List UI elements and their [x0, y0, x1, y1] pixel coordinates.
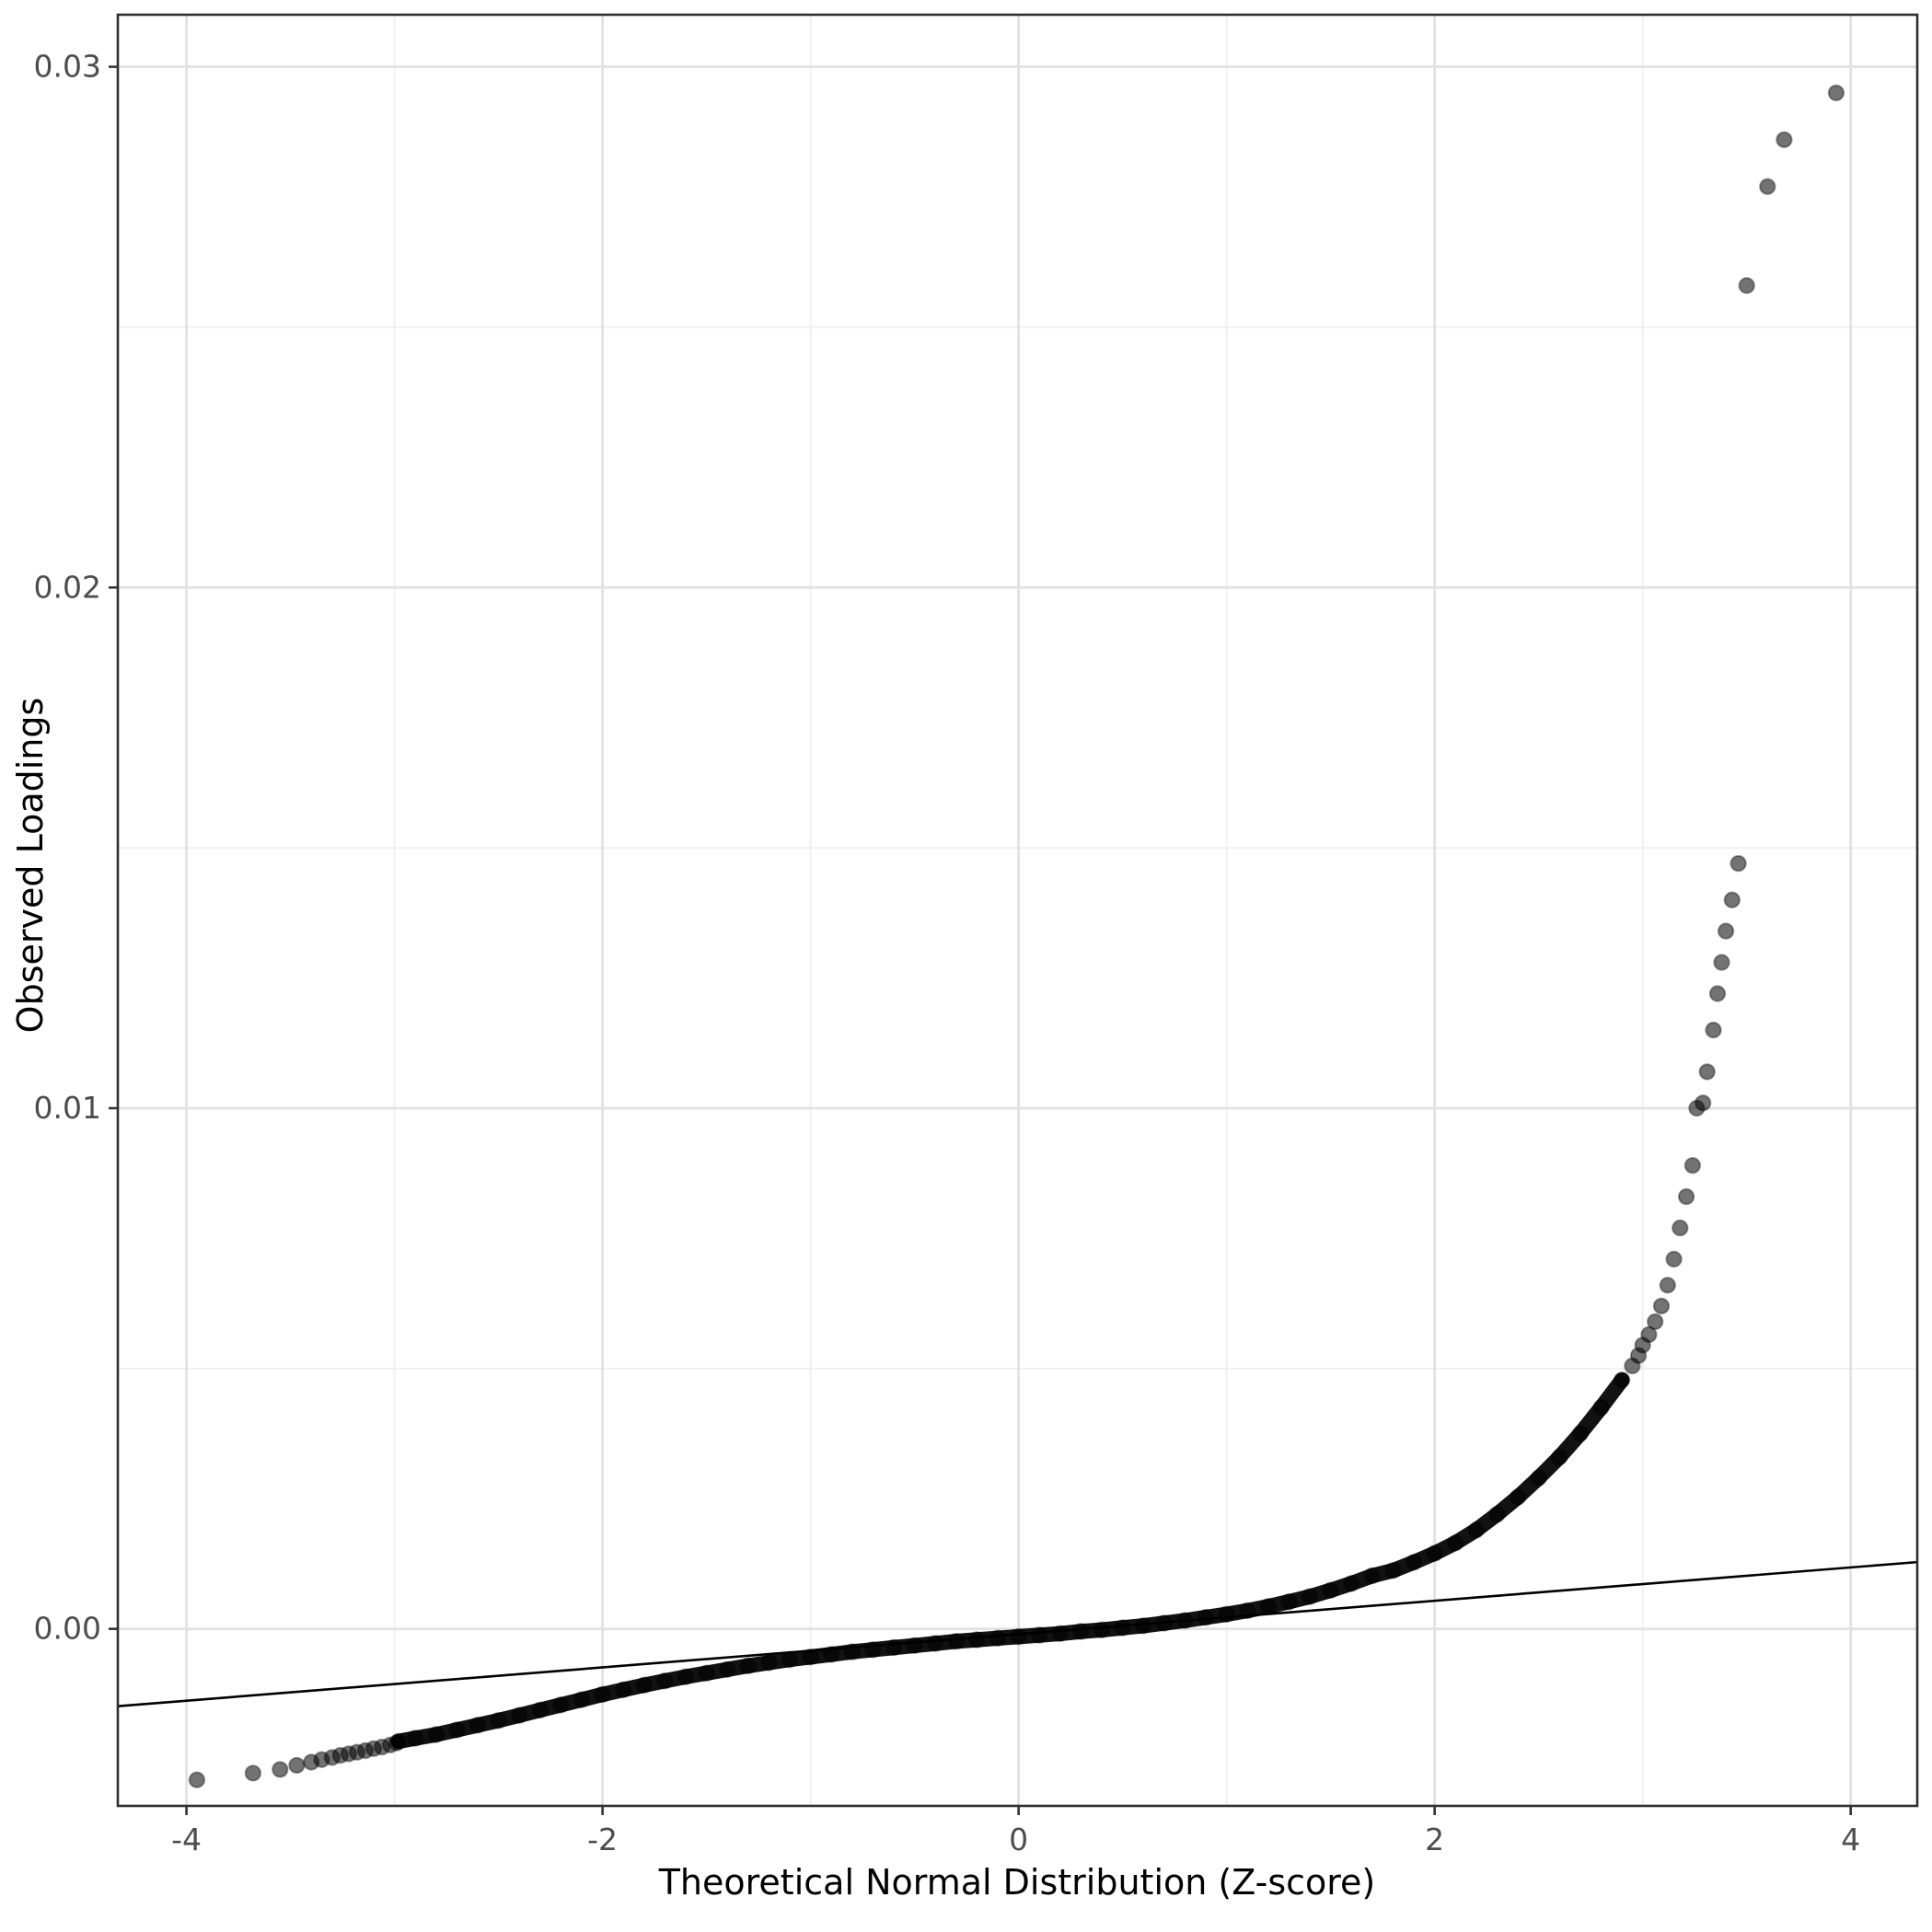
x-tick-label: 4 [1841, 1822, 1860, 1857]
y-tick-label: 0.00 [34, 1611, 101, 1647]
data-point [927, 1635, 944, 1652]
data-point [698, 1664, 715, 1682]
data-point [1776, 131, 1793, 149]
data-point [1640, 1325, 1658, 1344]
data-point [490, 1712, 507, 1730]
x-tick-label: 2 [1425, 1822, 1444, 1857]
data-point [1280, 1593, 1298, 1611]
points-layer [188, 84, 1845, 1788]
data-point [573, 1691, 591, 1708]
data-point [388, 1734, 406, 1752]
data-point [1647, 1313, 1664, 1331]
gridlines-layer [118, 15, 1917, 1806]
data-point [823, 1646, 840, 1663]
data-point [1405, 1554, 1423, 1571]
data-point [1426, 1544, 1443, 1562]
data-point [288, 1756, 306, 1775]
y-axis-title: Observed Loadings [10, 698, 51, 1034]
data-point [1613, 1371, 1631, 1389]
data-point [531, 1701, 549, 1719]
data-point [906, 1637, 923, 1655]
data-point [1467, 1521, 1486, 1539]
x-tick-label: -2 [587, 1822, 618, 1857]
data-point [1447, 1534, 1464, 1552]
data-point [1259, 1598, 1278, 1615]
data-point [781, 1650, 799, 1669]
data-point [1677, 1187, 1695, 1206]
data-point [615, 1681, 632, 1699]
data-point [1705, 1021, 1722, 1039]
y-tick-label: 0.02 [34, 569, 101, 605]
data-point [1723, 891, 1741, 908]
data-point [719, 1660, 736, 1679]
data-point [1672, 1219, 1689, 1237]
data-point [1571, 1425, 1590, 1442]
data-point [1713, 954, 1730, 971]
data-point [1218, 1605, 1235, 1624]
data-point [1322, 1581, 1339, 1600]
data-point [1717, 922, 1735, 940]
data-point [1031, 1626, 1048, 1644]
data-point [1708, 985, 1727, 1002]
qq-reference-line [117, 1560, 1918, 1707]
data-point [448, 1721, 466, 1739]
data-point [1301, 1588, 1319, 1605]
data-point [1738, 277, 1755, 295]
y-tick-label: 0.01 [34, 1090, 101, 1126]
data-point [1698, 1063, 1716, 1081]
data-point [552, 1696, 570, 1714]
data-point [1384, 1562, 1402, 1579]
data-point [1051, 1625, 1070, 1643]
data-point [1135, 1617, 1152, 1635]
data-point [1652, 1297, 1671, 1315]
data-point [1683, 1157, 1702, 1174]
data-point [947, 1633, 966, 1650]
x-tick-label: -4 [171, 1822, 202, 1857]
data-point [656, 1672, 674, 1690]
data-point [1114, 1619, 1131, 1637]
data-point [1197, 1609, 1215, 1626]
data-point [1695, 1094, 1712, 1112]
data-point [469, 1717, 487, 1734]
reference-line-layer [117, 1560, 1918, 1707]
data-point [1530, 1469, 1547, 1487]
data-point [1010, 1627, 1027, 1646]
data-point [885, 1638, 903, 1657]
data-point [244, 1764, 262, 1782]
data-point [1659, 1277, 1677, 1294]
data-point [635, 1676, 653, 1695]
y-tick-label: 0.03 [34, 49, 101, 85]
data-point [1730, 854, 1747, 873]
data-point [1072, 1623, 1090, 1640]
data-point [739, 1657, 757, 1675]
data-point [1509, 1488, 1527, 1506]
data-point [1551, 1448, 1568, 1466]
data-point [677, 1668, 695, 1685]
data-point [1488, 1506, 1506, 1523]
axis-layer: -4 -2 0 2 4 0.00 0.01 0.02 0.03 [34, 49, 1861, 1857]
data-point [1093, 1621, 1111, 1639]
data-point [1592, 1399, 1610, 1417]
data-point [427, 1726, 445, 1743]
data-point [968, 1631, 986, 1649]
data-point [1343, 1575, 1360, 1592]
data-point [802, 1649, 819, 1666]
data-point [407, 1730, 424, 1747]
data-point [1665, 1250, 1683, 1268]
data-point [594, 1685, 611, 1704]
x-tick-label: 0 [1009, 1822, 1028, 1857]
data-point [272, 1761, 289, 1778]
data-point [1759, 178, 1776, 195]
data-point [760, 1654, 778, 1672]
data-point [989, 1629, 1007, 1648]
data-point [188, 1771, 206, 1788]
x-axis-title: Theoretical Normal Distribution (Z-score… [658, 1862, 1376, 1903]
data-point [1363, 1567, 1382, 1585]
data-point [511, 1706, 528, 1724]
data-point [1827, 84, 1845, 102]
